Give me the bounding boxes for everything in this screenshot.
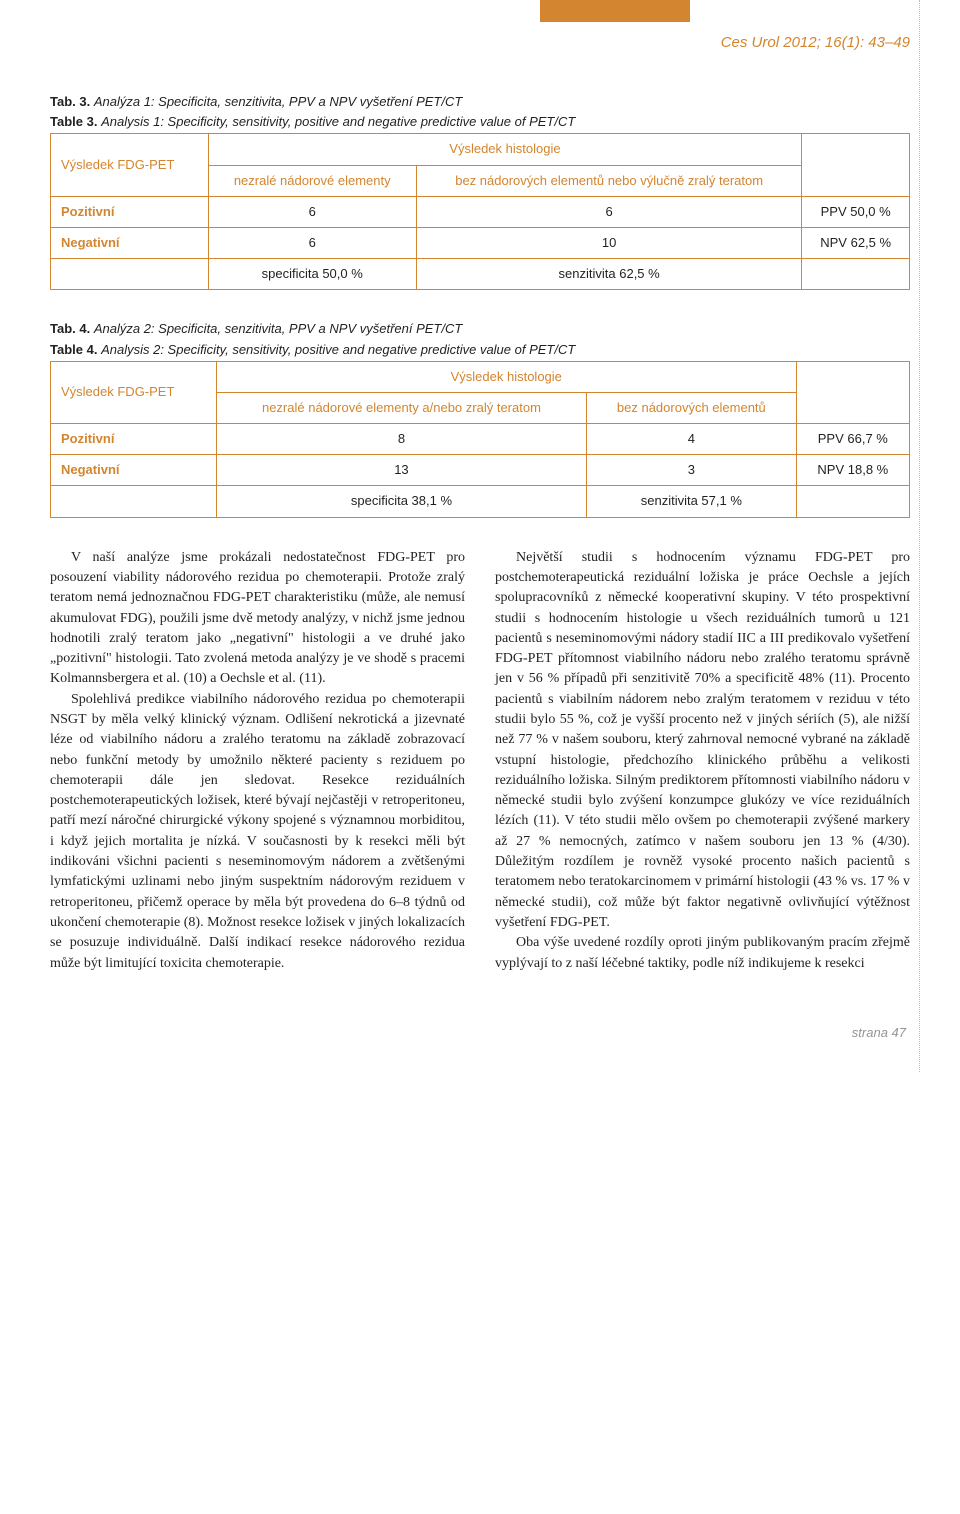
- tab3-superheader: Výsledek histologie: [208, 134, 802, 165]
- tab3-r2-label: Negativní: [51, 227, 209, 258]
- tab3-r3-empty2: [802, 259, 910, 290]
- tab4-table-label: Table 4.: [50, 342, 97, 357]
- body-paragraph: Oba výše uvedené rozdíly oproti jiným pu…: [495, 933, 910, 974]
- tab4-r3-empty1: [51, 486, 217, 517]
- tab3-caption-en: Table 3. Analysis 1: Specificity, sensit…: [50, 113, 910, 131]
- tab3-caption-text: Analýza 1: Specificita, senzitivita, PPV…: [94, 94, 462, 109]
- tab3-r3-v1: specificita 50,0 %: [208, 259, 416, 290]
- tab4-r3-v1: specificita 38,1 %: [216, 486, 586, 517]
- tab3-table-label: Table 3.: [50, 114, 97, 129]
- tab3-r2-v2: 10: [416, 227, 801, 258]
- table-row: Pozitivní 8 4 PPV 66,7 %: [51, 424, 910, 455]
- tab4-caption-cz: Tab. 4. Analýza 2: Specificita, senzitiv…: [50, 320, 910, 338]
- tab4-table-text: Analysis 2: Specificity, sensitivity, po…: [101, 342, 575, 357]
- tab4-r1-v3: PPV 66,7 %: [796, 424, 909, 455]
- table-row: Negativní 6 10 NPV 62,5 %: [51, 227, 910, 258]
- tab3-table-text: Analysis 1: Specificity, sensitivity, po…: [101, 114, 575, 129]
- table-row: specificita 50,0 % senzitivita 62,5 %: [51, 259, 910, 290]
- tab4-r1-label: Pozitivní: [51, 424, 217, 455]
- tab3-empty-header: [802, 134, 910, 196]
- tab4-label: Tab. 4.: [50, 321, 90, 336]
- body-paragraph: Spolehlivá predikce viabilního nádorovéh…: [50, 690, 465, 974]
- right-column: Největší studii s hodnocením významu FDG…: [495, 548, 910, 974]
- tab4-r3-v2: senzitivita 57,1 %: [587, 486, 797, 517]
- tab3-caption-cz: Tab. 3. Analýza 1: Specificita, senzitiv…: [50, 93, 910, 111]
- tab3-rowheader: Výsledek FDG-PET: [51, 134, 209, 196]
- page: Ces Urol 2012; 16(1): 43–49 Tab. 3. Anal…: [0, 0, 960, 1072]
- table-row: Negativní 13 3 NPV 18,8 %: [51, 455, 910, 486]
- table-row: specificita 38,1 % senzitivita 57,1 %: [51, 486, 910, 517]
- tab4-rowheader: Výsledek FDG-PET: [51, 361, 217, 423]
- journal-reference: Ces Urol 2012; 16(1): 43–49: [50, 32, 910, 53]
- tab4-r2-v3: NPV 18,8 %: [796, 455, 909, 486]
- tab4-r2-label: Negativní: [51, 455, 217, 486]
- table-3: Výsledek FDG-PET Výsledek histologie nez…: [50, 133, 910, 290]
- tab3-r1-v2: 6: [416, 196, 801, 227]
- tab3-label: Tab. 3.: [50, 94, 90, 109]
- dotted-margin-rule: [919, 0, 920, 1072]
- tab4-r1-v2: 4: [587, 424, 797, 455]
- tab4-caption-en: Table 4. Analysis 2: Specificity, sensit…: [50, 341, 910, 359]
- body-paragraph: V naší analýze jsme prokázali nedostateč…: [50, 548, 465, 690]
- page-footer: strana 47: [50, 1024, 910, 1042]
- tab3-r1-label: Pozitivní: [51, 196, 209, 227]
- tab4-col2: bez nádorových elementů: [587, 392, 797, 423]
- tab3-col2: bez nádorových elementů nebo výlučně zra…: [416, 165, 801, 196]
- left-column: V naší analýze jsme prokázali nedostateč…: [50, 548, 465, 974]
- tab3-r1-v1: 6: [208, 196, 416, 227]
- table-row: Výsledek FDG-PET Výsledek histologie: [51, 134, 910, 165]
- tab4-r1-v1: 8: [216, 424, 586, 455]
- tab4-r2-v2: 3: [587, 455, 797, 486]
- body-columns: V naší analýze jsme prokázali nedostateč…: [50, 548, 910, 974]
- tab3-r1-v3: PPV 50,0 %: [802, 196, 910, 227]
- tab4-caption-text: Analýza 2: Specificita, senzitivita, PPV…: [94, 321, 462, 336]
- tab3-r3-empty1: [51, 259, 209, 290]
- tab4-col1: nezralé nádorové elementy a/nebo zralý t…: [216, 392, 586, 423]
- tab3-r2-v3: NPV 62,5 %: [802, 227, 910, 258]
- table-4: Výsledek FDG-PET Výsledek histologie nez…: [50, 361, 910, 518]
- table-row: Pozitivní 6 6 PPV 50,0 %: [51, 196, 910, 227]
- header-color-block: [540, 0, 690, 22]
- tab4-r3-empty2: [796, 486, 909, 517]
- tab3-r2-v1: 6: [208, 227, 416, 258]
- tab3-col1: nezralé nádorové elementy: [208, 165, 416, 196]
- tab4-r2-v1: 13: [216, 455, 586, 486]
- tab4-empty-header: [796, 361, 909, 423]
- tab4-superheader: Výsledek histologie: [216, 361, 796, 392]
- tab3-r3-v2: senzitivita 62,5 %: [416, 259, 801, 290]
- table-row: Výsledek FDG-PET Výsledek histologie: [51, 361, 910, 392]
- body-paragraph: Největší studii s hodnocením významu FDG…: [495, 548, 910, 934]
